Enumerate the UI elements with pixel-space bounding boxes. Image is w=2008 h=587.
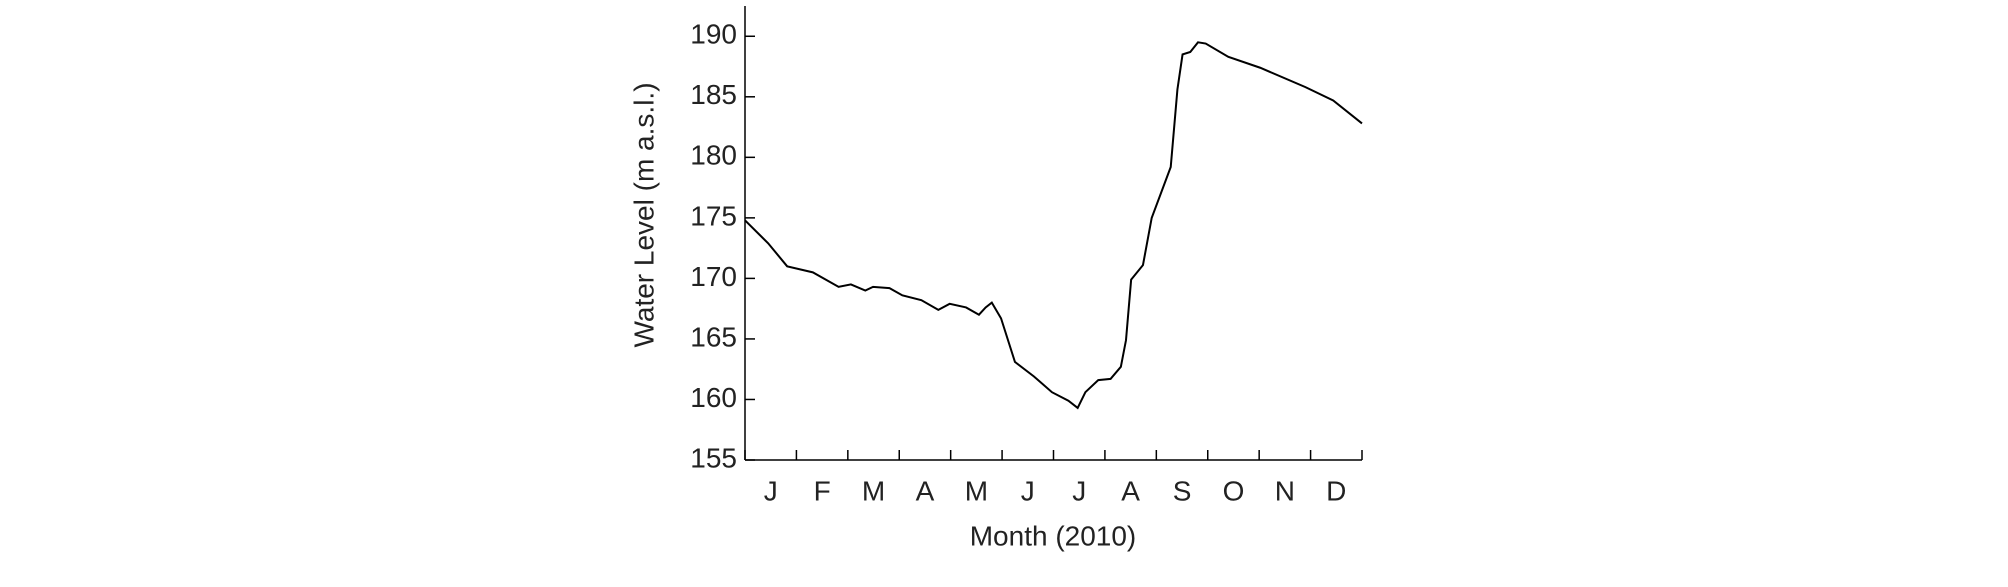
x-tick-label: O: [1223, 475, 1245, 506]
x-tick-label: D: [1326, 475, 1346, 506]
y-tick-label: 160: [690, 382, 737, 413]
y-tick-label: 170: [690, 261, 737, 292]
y-axis-title: Water Level (m a.s.l.): [628, 82, 659, 347]
y-tick-label: 155: [690, 442, 737, 473]
y-tick-label: 180: [690, 140, 737, 171]
x-axis-title: Month (2010): [970, 520, 1137, 551]
x-tick-label: J: [1021, 475, 1035, 506]
x-tick-label: A: [916, 475, 935, 506]
data-line: [744, 41, 1363, 410]
x-tick-label: M: [862, 475, 885, 506]
y-tick-label: 165: [690, 321, 737, 352]
y-tick-label: 175: [690, 200, 737, 231]
y-tick-label: 185: [690, 79, 737, 110]
x-tick-label: F: [814, 475, 831, 506]
x-tick-label: J: [764, 475, 778, 506]
x-tick-label: M: [965, 475, 988, 506]
x-tick-label: J: [1072, 475, 1086, 506]
x-tick-label: A: [1121, 475, 1140, 506]
x-tick-label: N: [1275, 475, 1295, 506]
y-tick-label: 190: [690, 19, 737, 50]
x-tick-label: S: [1173, 475, 1192, 506]
